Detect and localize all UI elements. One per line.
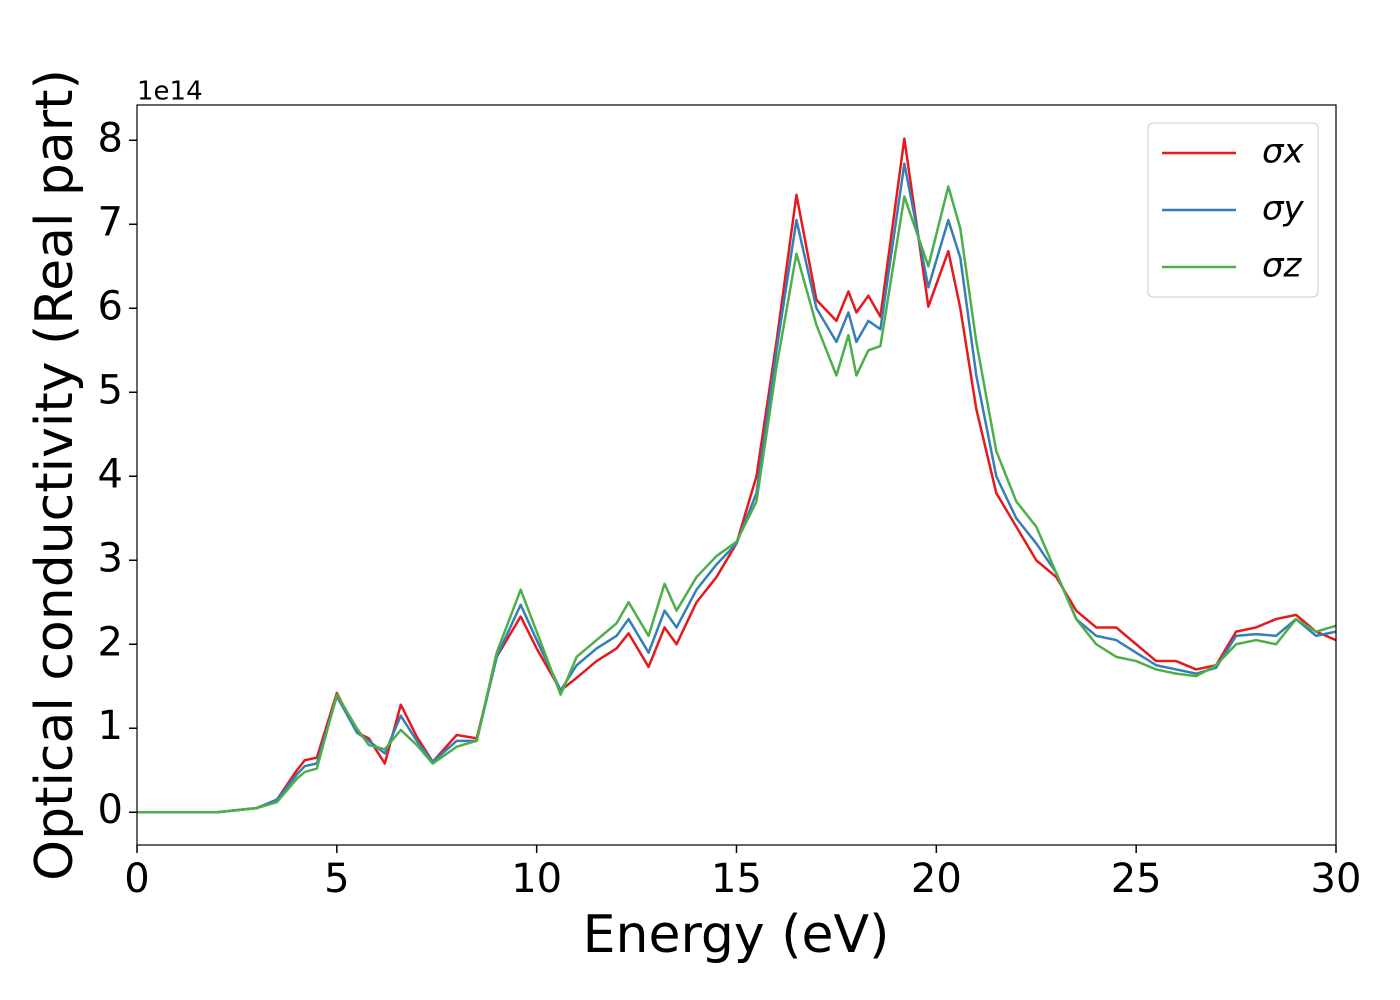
x-tick-label: 0 bbox=[124, 856, 149, 902]
x-tick-label: 30 bbox=[1311, 856, 1362, 902]
y-tick-label: 5 bbox=[98, 367, 123, 413]
y-tick-label: 8 bbox=[98, 115, 123, 161]
legend-label: σy bbox=[1262, 189, 1305, 229]
x-axis-label: Energy (eV) bbox=[583, 905, 890, 965]
y-tick-label: 2 bbox=[98, 619, 123, 665]
legend-label: σx bbox=[1262, 132, 1305, 172]
x-tick-label: 25 bbox=[1111, 856, 1162, 902]
legend-label: σz bbox=[1262, 246, 1303, 286]
y-tick-label: 6 bbox=[98, 283, 123, 329]
y-tick-label: 1 bbox=[98, 703, 123, 749]
y-tick-label: 4 bbox=[98, 451, 123, 497]
series-line bbox=[137, 185, 1336, 814]
y-tick-label: 7 bbox=[98, 199, 123, 245]
x-tick-label: 5 bbox=[324, 856, 349, 902]
y-tick-label: 0 bbox=[98, 787, 123, 833]
x-tick-label: 20 bbox=[911, 856, 962, 902]
x-tick-label: 15 bbox=[711, 856, 762, 902]
x-tick-label: 10 bbox=[511, 856, 562, 902]
plot-frame bbox=[136, 104, 1337, 846]
y-axis-label: Optical conductivity (Real part) bbox=[25, 69, 85, 881]
offset-label: 1e14 bbox=[137, 77, 203, 107]
y-tick-label: 3 bbox=[98, 535, 123, 581]
